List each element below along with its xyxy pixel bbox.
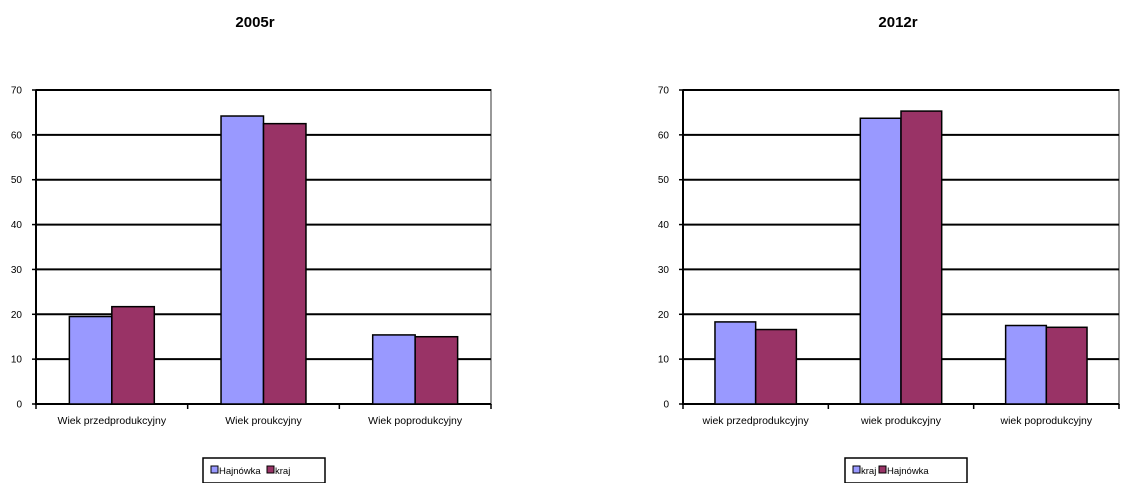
y-tick-label: 0 (16, 400, 22, 411)
legend-label: kraj (861, 466, 876, 477)
y-tick-label: 60 (658, 130, 670, 141)
bar-series-1 (371, 334, 416, 405)
bar-series-1 (68, 315, 113, 405)
x-category-label: Wiek przedprodukcyjny (58, 415, 167, 427)
chart-title: 2005r (235, 14, 274, 31)
x-category-label: Wiek proukcyjny (225, 415, 302, 427)
bar-series-1 (1004, 324, 1048, 405)
x-category-label: wiek produkcyjny (860, 415, 942, 427)
bar-series-2 (414, 335, 459, 405)
y-tick-label: 70 (658, 86, 670, 97)
legend: kraj Hajnówka (844, 457, 968, 483)
y-tick-label: 20 (658, 310, 670, 321)
legend-label: kraj (275, 466, 290, 477)
bar-series-2 (262, 122, 307, 405)
y-tick-label: 50 (11, 175, 23, 186)
y-tick-label: 40 (11, 220, 23, 231)
x-category-label: wiek przedprodukcyjny (702, 415, 810, 427)
legend-label: Hajnówka (219, 466, 261, 477)
y-tick-label: 10 (11, 355, 23, 366)
legend-box (844, 457, 968, 483)
legend-swatch (266, 465, 275, 474)
y-tick-label: 70 (11, 86, 23, 97)
y-tick-label: 20 (11, 310, 23, 321)
y-tick-label: 60 (11, 130, 23, 141)
legend: Hajnówka kraj (202, 457, 326, 483)
bar-series-2 (900, 110, 943, 405)
legend-box (202, 457, 326, 483)
chart-0: 2005r 0 10 20 30 40 50 60 70 Wiek przedprodukcyjn… (11, 14, 492, 483)
bar-series-2 (754, 328, 798, 405)
y-tick-label: 50 (658, 175, 670, 186)
legend-swatch (852, 465, 861, 474)
legend-label: Hajnówka (887, 466, 929, 477)
x-category-label: Wiek poprodukcyjny (368, 415, 463, 427)
bar-series-1 (714, 321, 757, 405)
y-tick-label: 0 (663, 400, 669, 411)
legend-swatch (210, 465, 219, 474)
y-tick-label: 10 (658, 355, 670, 366)
x-category-label: wiek poprodukcyjny (1000, 415, 1093, 427)
y-tick-label: 40 (658, 220, 670, 231)
y-tick-label: 30 (11, 265, 23, 276)
chart-1: 2012r 0 10 20 30 40 50 60 70 wiek przedprodukcyjn… (658, 14, 1120, 483)
bar-series-1 (220, 115, 265, 405)
bar-series-1 (859, 117, 902, 405)
y-tick-label: 30 (658, 265, 670, 276)
legend-swatch (878, 465, 887, 474)
bar-series-2 (111, 305, 156, 405)
chart-title: 2012r (878, 14, 917, 31)
bar-series-2 (1045, 326, 1088, 405)
